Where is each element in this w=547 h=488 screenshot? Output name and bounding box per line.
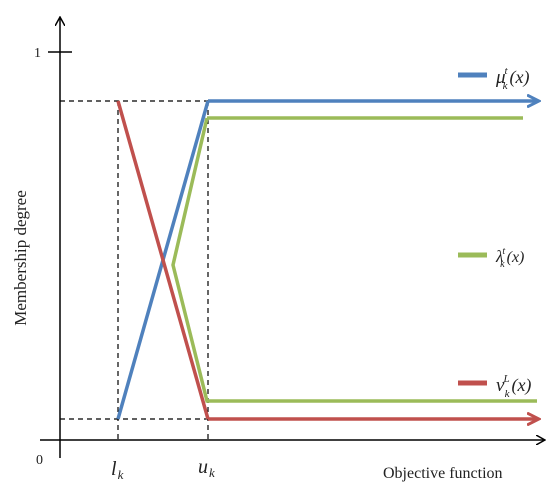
y-axis-label: Membership degree: [11, 190, 30, 325]
lambda-curve: [171, 117, 537, 403]
x-axis-label: Objective function: [383, 465, 503, 482]
legend-nu-label: νL k (x): [496, 373, 531, 400]
upper-bound-tick-label: uk: [198, 456, 215, 480]
legend-lambda-label: λt k (x): [495, 246, 524, 270]
lower-bound-tick-label: lk: [111, 458, 124, 482]
y-one-label: 1: [34, 46, 41, 61]
origin-label: 0: [36, 453, 43, 468]
legend-mu-label: μt k (x): [495, 65, 529, 92]
nu-falling-line: [116, 100, 210, 420]
